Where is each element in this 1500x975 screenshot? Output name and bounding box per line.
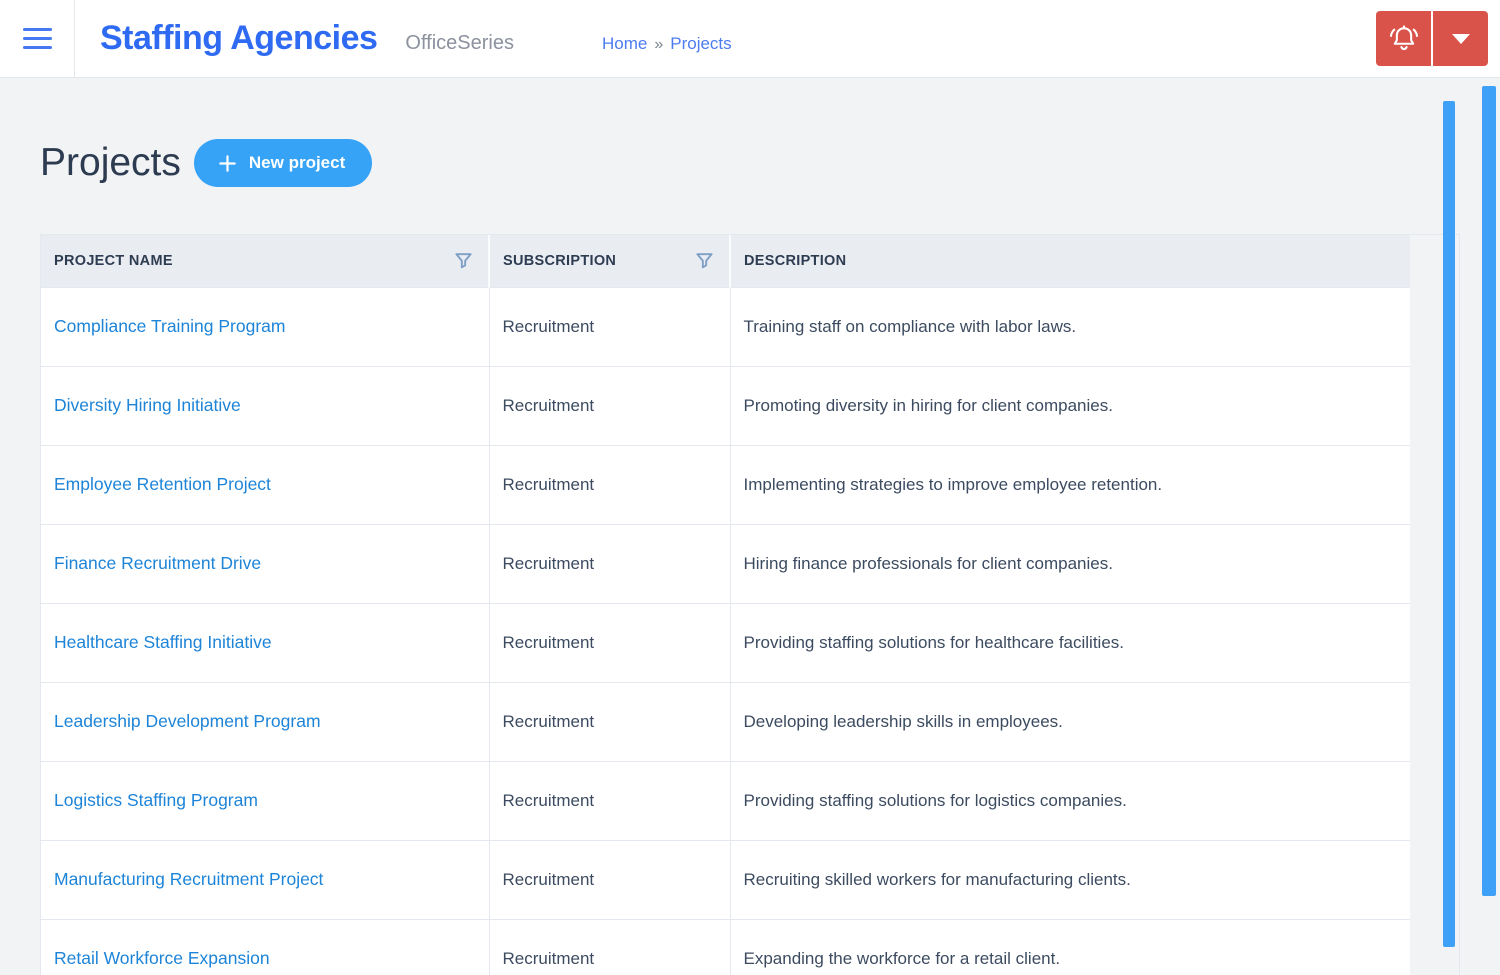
new-project-button[interactable]: New project — [193, 139, 373, 187]
table-header: PROJECT NAME SUBSCRIPTION — [41, 235, 1410, 287]
table-row: Leadership Development Program Recruitmen… — [41, 681, 1410, 761]
table-row: Logistics Staffing Program Recruitment Pro… — [41, 760, 1410, 840]
table-row: Finance Recruitment Drive Recruitment Hiri… — [41, 523, 1410, 603]
column-header-description: DESCRIPTION — [730, 235, 1410, 287]
page-title: Projects — [40, 141, 181, 184]
description-cell: Training staff on compliance with labor … — [730, 286, 1410, 366]
breadcrumb-current-link[interactable]: Projects — [670, 34, 732, 53]
filter-icon[interactable] — [453, 250, 474, 271]
new-project-label: New project — [248, 153, 346, 172]
project-name-cell: Diversity Hiring Initiative — [41, 365, 490, 445]
content-scrollbar-thumb[interactable] — [1443, 101, 1455, 947]
description-cell: Hiring finance professionals for client … — [730, 523, 1410, 603]
title-row: Projects New project — [40, 138, 1460, 188]
table-row: Employee Retention Project Recruitment Imp… — [41, 444, 1410, 524]
description-cell: Expanding the workforce for a retail cli… — [730, 918, 1410, 975]
project-name-link[interactable]: Manufacturing Recruitment Project — [54, 869, 324, 889]
notifications-button[interactable] — [1376, 11, 1431, 66]
subscription-cell: Recruitment — [489, 365, 731, 445]
table-row: Healthcare Staffing Initiative Recruitmen… — [41, 602, 1410, 682]
table-row: Compliance Training Program Recruitment Tr… — [41, 286, 1410, 366]
breadcrumb-separator: » — [654, 36, 664, 53]
plus-icon — [217, 153, 238, 174]
menu-button[interactable] — [0, 0, 75, 77]
project-name-link[interactable]: Retail Workforce Expansion — [54, 948, 270, 969]
app-header: Staffing Agencies OfficeSeries Home » Proj… — [0, 0, 1500, 78]
project-name-cell: Manufacturing Recruitment Project — [41, 839, 490, 919]
project-name-link[interactable]: Leadership Development Program — [54, 711, 321, 731]
subscription-cell: Recruitment — [489, 839, 731, 919]
project-name-cell: Leadership Development Program — [41, 681, 490, 761]
breadcrumb: Home » Projects — [602, 34, 732, 54]
column-label: DESCRIPTION — [744, 252, 847, 269]
column-header-subscription: SUBSCRIPTION — [489, 235, 731, 287]
column-label: SUBSCRIPTION — [503, 252, 617, 269]
project-name-cell: Employee Retention Project — [41, 444, 490, 524]
main-content: Projects New project PROJECT NAME — [0, 138, 1500, 975]
filter-icon[interactable] — [694, 250, 715, 271]
subscription-cell: Recruitment — [489, 523, 731, 603]
project-name-link[interactable]: Logistics Staffing Program — [54, 790, 258, 810]
table-row: Diversity Hiring Initiative Recruitment Pr… — [41, 365, 1410, 445]
product-name: OfficeSeries — [405, 32, 514, 54]
description-cell: Recruiting skilled workers for manufactu… — [730, 839, 1410, 919]
page-scrollbar-thumb[interactable] — [1482, 86, 1496, 896]
caret-down-icon — [1451, 33, 1470, 44]
hamburger-icon — [22, 28, 52, 49]
table-row: Retail Workforce Expansion Recruitment Exp… — [41, 918, 1410, 975]
project-name-cell: Logistics Staffing Program — [41, 760, 490, 840]
brand-row: Staffing Agencies OfficeSeries Home » Proj… — [75, 19, 1376, 58]
app-title: Staffing Agencies — [100, 19, 378, 57]
projects-table: PROJECT NAME SUBSCRIPTION — [40, 234, 1460, 975]
description-cell: Implementing strategies to improve emplo… — [730, 444, 1410, 524]
subscription-cell: Recruitment — [489, 286, 731, 366]
project-name-link[interactable]: Finance Recruitment Drive — [54, 553, 262, 573]
project-name-link[interactable]: Employee Retention Project — [54, 474, 271, 494]
project-name-cell: Finance Recruitment Drive — [41, 523, 490, 603]
project-name-cell: Retail Workforce Expansion — [41, 918, 490, 975]
description-cell: Developing leadership skills in employee… — [730, 681, 1410, 761]
project-name-link[interactable]: Diversity Hiring Initiative — [54, 395, 241, 415]
description-cell: Providing staffing solutions for healthc… — [730, 602, 1410, 682]
project-name-link[interactable]: Compliance Training Program — [54, 316, 286, 336]
header-actions — [1376, 11, 1488, 66]
column-label: PROJECT NAME — [54, 252, 173, 269]
project-name-cell: Compliance Training Program — [41, 286, 490, 366]
subscription-cell: Recruitment — [489, 918, 731, 975]
breadcrumb-home-link[interactable]: Home — [601, 34, 648, 53]
subscription-cell: Recruitment — [489, 760, 731, 840]
project-name-cell: Healthcare Staffing Initiative — [41, 602, 490, 682]
column-header-project-name: PROJECT NAME — [41, 235, 490, 287]
description-cell: Providing staffing solutions for logisti… — [730, 760, 1410, 840]
bell-icon — [1387, 22, 1421, 56]
subscription-cell: Recruitment — [489, 602, 731, 682]
account-dropdown-button[interactable] — [1433, 11, 1488, 66]
project-name-link[interactable]: Healthcare Staffing Initiative — [54, 632, 272, 652]
table-row: Manufacturing Recruitment Project Recruit… — [41, 839, 1410, 919]
subscription-cell: Recruitment — [489, 681, 731, 761]
description-cell: Promoting diversity in hiring for client… — [730, 365, 1410, 445]
subscription-cell: Recruitment — [489, 444, 731, 524]
projects-table-body: Compliance Training Program Recruitment Tr… — [41, 286, 1410, 975]
